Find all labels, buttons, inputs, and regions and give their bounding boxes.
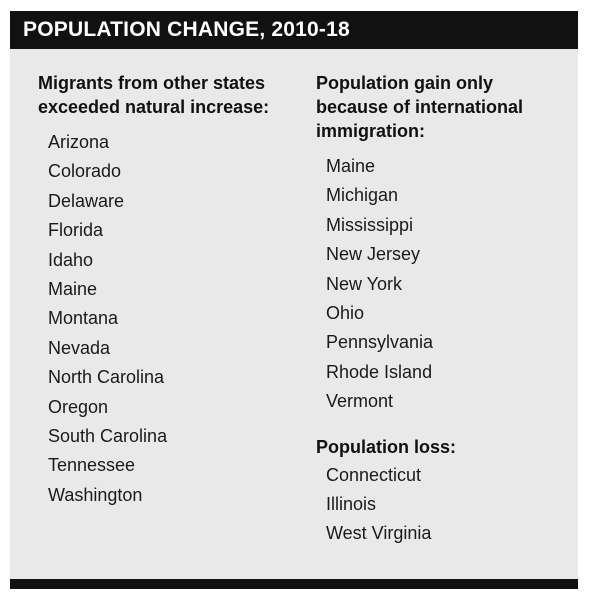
list-item: Washington bbox=[48, 484, 143, 505]
list-item: Vermont bbox=[326, 391, 394, 412]
list-item: Nevada bbox=[48, 337, 111, 358]
list-item: Rhode Island bbox=[326, 361, 433, 382]
immigration-gain-heading: Population gain only because of internat… bbox=[316, 73, 524, 141]
list-item: Illinois bbox=[326, 494, 377, 515]
list-item: Pennsylvania bbox=[326, 332, 434, 353]
list-item: South Carolina bbox=[48, 426, 168, 447]
population-change-panel: POPULATION CHANGE, 2010-18 Migrants from… bbox=[10, 11, 578, 589]
page-title: POPULATION CHANGE, 2010-18 bbox=[23, 18, 350, 41]
list-item: Oregon bbox=[48, 396, 109, 417]
header-bar: POPULATION CHANGE, 2010-18 bbox=[10, 11, 578, 49]
right-column: Population gain only because of internat… bbox=[316, 71, 566, 549]
migrants-heading: Migrants from other states exceeded natu… bbox=[38, 73, 270, 117]
list-item: New Jersey bbox=[326, 244, 421, 265]
population-loss-state-list: Connecticut Illinois West Virginia bbox=[316, 461, 566, 549]
footer-bar bbox=[10, 579, 578, 589]
list-item: Maine bbox=[48, 279, 98, 300]
list-item: Tennessee bbox=[48, 455, 136, 476]
list-item: Delaware bbox=[48, 190, 125, 211]
immigration-gain-state-list: Maine Michigan Mississippi New Jersey Ne… bbox=[316, 152, 566, 417]
list-item: Maine bbox=[326, 156, 376, 176]
list-item: New York bbox=[326, 273, 403, 294]
list-item: Colorado bbox=[48, 161, 122, 182]
population-loss-heading: Population loss: bbox=[316, 436, 457, 457]
list-item: Florida bbox=[48, 220, 104, 241]
list-item: Connecticut bbox=[326, 464, 422, 485]
left-column: Migrants from other states exceeded natu… bbox=[38, 71, 298, 510]
population-loss-group: Population loss: Connecticut Illinois We… bbox=[316, 435, 566, 549]
list-item: Idaho bbox=[48, 249, 94, 270]
immigration-gain-group: Population gain only because of internat… bbox=[316, 71, 566, 417]
list-item: Michigan bbox=[326, 185, 399, 206]
list-item: Mississippi bbox=[326, 214, 414, 235]
list-item: Arizona bbox=[48, 132, 110, 152]
list-item: Ohio bbox=[326, 303, 365, 324]
list-item: West Virginia bbox=[326, 523, 432, 544]
migrants-state-list: Arizona Colorado Delaware Florida Idaho … bbox=[38, 128, 298, 510]
list-item: Montana bbox=[48, 308, 119, 329]
list-item: North Carolina bbox=[48, 367, 165, 388]
